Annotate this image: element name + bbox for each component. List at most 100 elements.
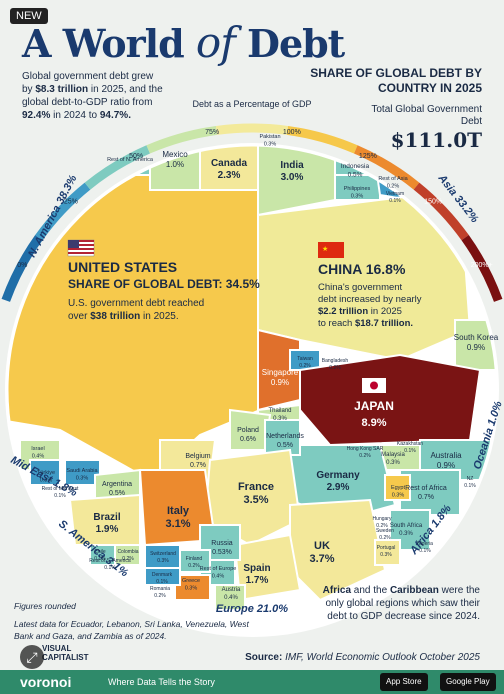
cell-name-saudi: Saudi Arabia bbox=[66, 468, 98, 474]
cell-name-brazil: Brazil bbox=[93, 512, 120, 523]
cell-value-austria: 0.4% bbox=[224, 595, 238, 601]
cell-name-argentina: Argentina bbox=[102, 481, 132, 488]
cell-finland bbox=[179, 549, 211, 573]
scale-ticks: 0% 25% 50% 75% 100% 125% 150% 200%+ bbox=[17, 129, 492, 269]
intro-line2-bold: $8.3 trillion bbox=[35, 84, 89, 95]
africa-note-bold2: Caribbean bbox=[389, 585, 439, 596]
footnote-line1: Figures rounded bbox=[14, 601, 76, 611]
voronoi-brand[interactable]: voronoi bbox=[20, 674, 72, 690]
cell-name-bangladesh: Bangladesh bbox=[322, 358, 349, 364]
cell-value-india: 3.0% bbox=[281, 172, 304, 183]
cell-name-nz: NZ bbox=[467, 476, 474, 482]
cell-name-spain: Spain bbox=[243, 563, 270, 574]
africa-note-bold1: Africa bbox=[322, 585, 352, 596]
app-store-button[interactable]: App Store bbox=[380, 673, 428, 691]
cell-value-singapore: 0.9% bbox=[271, 378, 289, 387]
intro-line4-mid: in 2024 to bbox=[50, 110, 100, 121]
cell-name-rest-na: Rest of N. America bbox=[107, 157, 154, 163]
cell-name-finland: Finland bbox=[186, 556, 203, 562]
flag-us-icon bbox=[67, 239, 95, 257]
scale-segment bbox=[146, 125, 218, 154]
scale-tick-label: 25% bbox=[64, 199, 78, 206]
africa-note-rest: were the only global regions which saw t… bbox=[325, 585, 480, 622]
cell-name-italy: Italy bbox=[167, 505, 190, 517]
gdp-scale-arc bbox=[1, 123, 503, 302]
title-of: of bbox=[195, 18, 236, 67]
cell-greece bbox=[174, 574, 211, 601]
cell-name-france: France bbox=[238, 481, 274, 493]
cell-name-israel: Israel bbox=[31, 446, 44, 452]
cell-name-chile: Chile bbox=[94, 549, 106, 555]
cell-spain bbox=[233, 533, 302, 602]
scale-tick-label: 50% bbox=[129, 153, 143, 160]
scale-tick-label: 150% bbox=[424, 199, 442, 206]
cell-name-australia: Australia bbox=[430, 451, 462, 460]
cell-value-argentina: 0.5% bbox=[109, 490, 125, 497]
cell-value-spain: 1.7% bbox=[246, 575, 269, 586]
source-label: Source: bbox=[245, 652, 283, 663]
cell-value-finland: 0.2% bbox=[188, 563, 200, 569]
cell-name-rest-sa: Rest of S. America bbox=[89, 558, 131, 564]
intro-line3: global debt-to-GDP ratio from bbox=[22, 97, 153, 108]
cell-name-malaysia: Malaysia bbox=[381, 452, 405, 458]
cell-name-kazakhstan: Kazakhstan bbox=[397, 441, 423, 447]
cell-turkiye bbox=[29, 459, 61, 486]
cell-value-poland: 0.6% bbox=[240, 436, 256, 443]
cell-name-s-africa: South Africa bbox=[390, 523, 423, 529]
source-line: Source: IMF, World Economic Outlook Octo… bbox=[245, 652, 480, 663]
cell-name-canada: Canada bbox=[211, 158, 248, 169]
scale-segment bbox=[461, 235, 503, 302]
us-share: SHARE OF GLOBAL DEBT: 34.5% bbox=[68, 277, 260, 291]
scale-tick-label: 75% bbox=[205, 129, 219, 136]
cell-name-netherlands: Netherlands bbox=[266, 433, 304, 440]
cell-austria bbox=[214, 584, 246, 611]
visual-capitalist-logo: VISUAL CAPITALIST bbox=[14, 644, 89, 662]
cell-name-pakistan: Pakistan bbox=[259, 134, 280, 140]
cell-value-greece: 0.3% bbox=[185, 586, 198, 592]
footnote-line2: Latest data for Ecuador, Lebanon, Sri La… bbox=[14, 619, 249, 641]
cell-name-rest-europe: Rest of Europe bbox=[200, 566, 237, 572]
source-text: IMF, World Economic Outlook October 2025 bbox=[282, 652, 480, 663]
title-part2: Debt bbox=[246, 21, 345, 66]
cell-name-rest-asia: Rest of Asia bbox=[378, 176, 408, 182]
cell-name-uk: UK bbox=[314, 540, 330, 552]
intro-line4-bold1: 92.4% bbox=[22, 110, 51, 121]
japan-value: 8.9% bbox=[361, 417, 386, 429]
cell-name-rest-africa: Rest of Africa bbox=[405, 485, 447, 492]
cell-value-canada: 2.3% bbox=[218, 170, 241, 181]
cell-name-portugal: Portugal bbox=[377, 545, 396, 551]
africa-note-mid: and the bbox=[351, 585, 390, 596]
cell-value-indonesia: 0.5% bbox=[348, 172, 363, 179]
intro-line1: Global government debt grew bbox=[22, 71, 154, 82]
google-play-button[interactable]: Google Play bbox=[440, 673, 496, 691]
china-note-line3: $2.2 trillion in 2025 bbox=[318, 306, 402, 317]
total-debt-label: Total Global Government Debt bbox=[371, 104, 482, 127]
cell-value-rest-europe: 0.4% bbox=[212, 574, 225, 580]
cell-name-philippines: Philippines bbox=[344, 186, 371, 192]
cell-value-mexico: 1.0% bbox=[166, 160, 184, 169]
cell-value-chile: 0.1% bbox=[94, 556, 106, 562]
us-note-line1: U.S. government debt reached bbox=[68, 298, 204, 309]
scale-segment bbox=[35, 182, 91, 241]
scale-tick-label: 100% bbox=[283, 129, 301, 136]
intro-line4-bold2: 94.7%. bbox=[99, 110, 131, 121]
cell-value-philippines: 0.3% bbox=[351, 194, 364, 200]
cell-name-singapore: Singapore bbox=[262, 368, 299, 377]
cell-name-colombia: Colombia bbox=[117, 549, 138, 555]
scale-segment bbox=[286, 125, 358, 154]
cell-value-portugal: 0.3% bbox=[380, 552, 392, 558]
cell-egypt bbox=[384, 474, 411, 501]
cell-name-turkiye: Türkiye bbox=[37, 470, 55, 476]
cell-value-germany: 2.9% bbox=[327, 482, 350, 493]
cell-value-taiwan: 0.2% bbox=[299, 363, 311, 369]
expand-icon[interactable]: ⤢ bbox=[20, 645, 44, 669]
cell-value-hungary: 0.2% bbox=[376, 523, 388, 529]
cell-value-switzerland: 0.3% bbox=[157, 558, 169, 564]
cell-portugal bbox=[374, 539, 401, 566]
intro-line2-prefix: by bbox=[22, 84, 36, 95]
total-debt-value: $111.0T bbox=[390, 128, 482, 152]
china-name: CHINA 16.8% bbox=[318, 261, 406, 277]
cell-value-kazakhstan: 0.1% bbox=[404, 448, 416, 454]
cell-value-malaysia: 0.3% bbox=[386, 460, 400, 466]
